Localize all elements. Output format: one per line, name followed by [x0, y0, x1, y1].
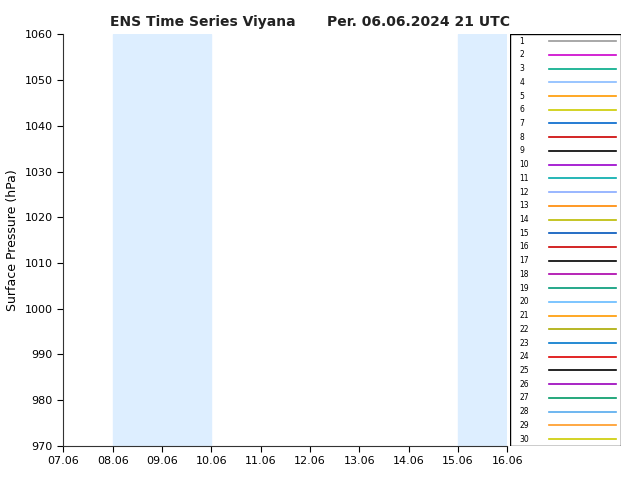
Bar	[113, 34, 211, 446]
Text: 29: 29	[519, 421, 529, 430]
Text: 24: 24	[519, 352, 529, 361]
Text: 8: 8	[519, 133, 524, 142]
Text: 11: 11	[519, 174, 529, 183]
Text: ENS Time Series Viyana: ENS Time Series Viyana	[110, 15, 295, 29]
Text: 22: 22	[519, 325, 529, 334]
Text: 4: 4	[519, 78, 524, 87]
Text: 27: 27	[519, 393, 529, 402]
Text: 9: 9	[519, 147, 524, 155]
Text: 14: 14	[519, 215, 529, 224]
Text: 3: 3	[519, 64, 524, 73]
Text: 17: 17	[519, 256, 529, 265]
Text: 25: 25	[519, 366, 529, 375]
Text: 5: 5	[519, 92, 524, 100]
Text: 26: 26	[519, 380, 529, 389]
Text: 6: 6	[519, 105, 524, 114]
Text: 19: 19	[519, 284, 529, 293]
Y-axis label: Surface Pressure (hPa): Surface Pressure (hPa)	[6, 169, 19, 311]
Text: 21: 21	[519, 311, 529, 320]
Bar	[510, 34, 621, 446]
Text: 13: 13	[519, 201, 529, 210]
Text: 30: 30	[519, 435, 529, 443]
Text: 2: 2	[519, 50, 524, 59]
Bar	[458, 34, 507, 446]
Text: 23: 23	[519, 339, 529, 347]
Text: 20: 20	[519, 297, 529, 306]
Text: 12: 12	[519, 188, 529, 196]
Text: 10: 10	[519, 160, 529, 169]
Text: Per. 06.06.2024 21 UTC: Per. 06.06.2024 21 UTC	[327, 15, 510, 29]
Text: 18: 18	[519, 270, 529, 279]
Text: 7: 7	[519, 119, 524, 128]
Text: 16: 16	[519, 243, 529, 251]
Text: 1: 1	[519, 37, 524, 46]
Text: 15: 15	[519, 229, 529, 238]
Text: 28: 28	[519, 407, 529, 416]
